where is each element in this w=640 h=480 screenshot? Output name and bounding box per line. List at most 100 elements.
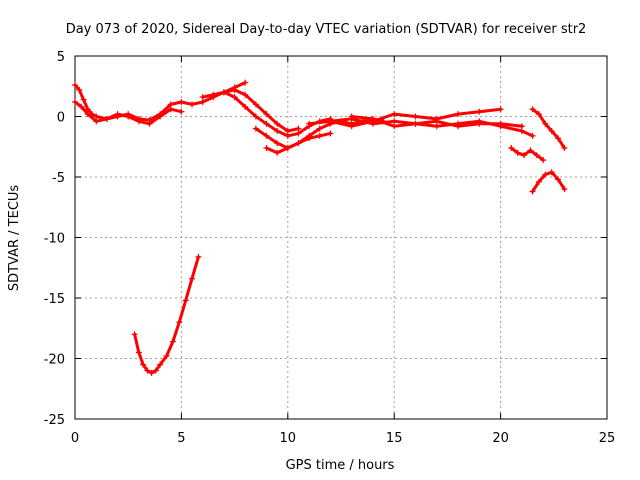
data-point bbox=[242, 103, 249, 110]
data-point bbox=[189, 101, 196, 108]
x-axis-label: GPS time / hours bbox=[286, 458, 395, 473]
data-point bbox=[84, 111, 91, 118]
data-point bbox=[242, 91, 249, 98]
data-point bbox=[125, 113, 132, 120]
data-point bbox=[178, 98, 185, 105]
series-line bbox=[201, 88, 300, 133]
data-point bbox=[412, 120, 419, 127]
data-point bbox=[72, 98, 78, 105]
data-point bbox=[176, 319, 183, 326]
data-point bbox=[76, 86, 83, 93]
data-point bbox=[274, 149, 281, 156]
data-point bbox=[274, 140, 281, 147]
data-point bbox=[140, 361, 147, 368]
data-point bbox=[135, 349, 142, 356]
data-point bbox=[369, 115, 376, 122]
data-point bbox=[231, 86, 238, 93]
data-point bbox=[518, 123, 525, 130]
series-line bbox=[509, 146, 545, 162]
data-point bbox=[527, 147, 534, 154]
series-arc-13 bbox=[131, 253, 202, 377]
data-point bbox=[284, 144, 291, 151]
data-point bbox=[348, 123, 355, 130]
data-point bbox=[182, 297, 189, 304]
series-line bbox=[73, 81, 247, 122]
y-tick-label: -25 bbox=[44, 413, 65, 428]
data-point bbox=[542, 171, 549, 178]
y-tick-label: 5 bbox=[57, 50, 65, 65]
data-point bbox=[561, 186, 568, 193]
data-point bbox=[316, 125, 323, 132]
data-point bbox=[514, 149, 521, 156]
data-point bbox=[189, 275, 196, 282]
data-point bbox=[103, 115, 110, 122]
series-arc-6 bbox=[263, 130, 334, 156]
data-point bbox=[476, 108, 483, 115]
data-point bbox=[252, 101, 259, 108]
data-point bbox=[295, 140, 302, 147]
y-tick-label: 0 bbox=[57, 111, 65, 126]
data-point bbox=[263, 120, 270, 127]
data-point bbox=[220, 89, 227, 96]
data-point bbox=[114, 111, 121, 118]
y-axis-label: SDTVAR / TECUs bbox=[7, 185, 22, 292]
data-point bbox=[72, 82, 78, 89]
data-point bbox=[199, 94, 206, 101]
data-point bbox=[455, 111, 462, 118]
y-tick-label: -5 bbox=[52, 171, 65, 186]
data-point bbox=[263, 144, 270, 151]
data-point bbox=[144, 367, 151, 374]
data-point bbox=[316, 132, 323, 139]
data-point bbox=[529, 106, 536, 113]
data-point bbox=[497, 106, 504, 113]
data-point bbox=[521, 152, 528, 159]
data-point bbox=[391, 111, 398, 118]
plot-frame bbox=[74, 55, 608, 420]
data-point bbox=[306, 135, 313, 142]
data-point bbox=[391, 123, 398, 130]
series-arc-2 bbox=[72, 98, 185, 127]
data-point bbox=[274, 128, 281, 135]
data-point bbox=[242, 79, 249, 86]
data-point bbox=[529, 188, 536, 195]
data-point bbox=[274, 120, 281, 127]
y-tick-label: -10 bbox=[44, 232, 65, 247]
y-tick-label: -15 bbox=[44, 292, 65, 307]
series-arc-9 bbox=[348, 113, 525, 130]
data-point bbox=[455, 123, 462, 130]
data-point bbox=[263, 132, 270, 139]
x-tick-label: 10 bbox=[280, 431, 297, 446]
data-point bbox=[561, 144, 568, 151]
data-point bbox=[412, 113, 419, 120]
data-point bbox=[146, 120, 153, 127]
data-point bbox=[93, 118, 100, 125]
series-line bbox=[73, 100, 183, 126]
data-point bbox=[306, 120, 313, 127]
data-point bbox=[167, 106, 174, 113]
data-point bbox=[327, 130, 334, 137]
data-point bbox=[508, 144, 515, 151]
data-point bbox=[195, 253, 202, 260]
x-tick-label: 5 bbox=[177, 431, 185, 446]
data-point bbox=[548, 169, 555, 176]
data-point bbox=[555, 176, 562, 183]
x-tick-label: 20 bbox=[492, 431, 509, 446]
x-tick-label: 0 bbox=[71, 431, 79, 446]
y-tick-label: -20 bbox=[44, 353, 65, 368]
data-point bbox=[295, 130, 302, 137]
data-point bbox=[433, 118, 440, 125]
data-point bbox=[327, 118, 334, 125]
series-line bbox=[307, 117, 534, 138]
data-point bbox=[533, 152, 540, 159]
data-point bbox=[252, 125, 259, 132]
data-point bbox=[540, 157, 547, 164]
grid-layer bbox=[75, 56, 607, 419]
series-arc-8 bbox=[327, 106, 504, 130]
data-point bbox=[157, 361, 164, 368]
series-arc-11 bbox=[529, 106, 568, 151]
data-point bbox=[548, 128, 555, 135]
data-point bbox=[497, 120, 504, 127]
series-arc-12 bbox=[529, 169, 568, 195]
